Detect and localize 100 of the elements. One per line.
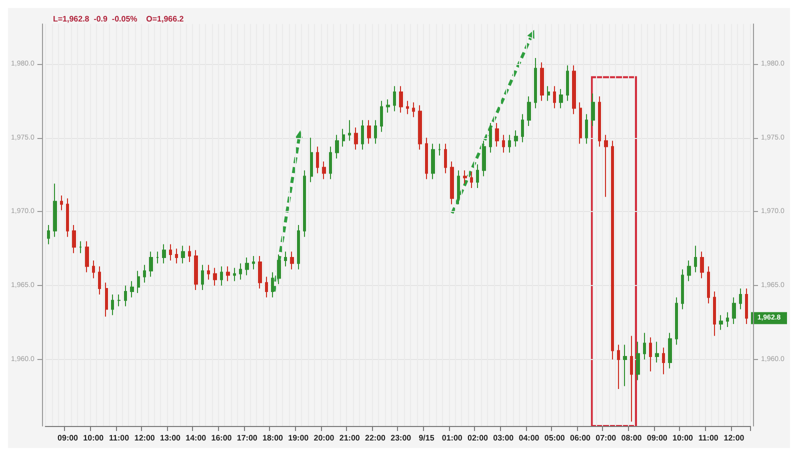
candlestick: [149, 251, 153, 278]
candlestick: [316, 146, 319, 174]
candlestick: [521, 114, 524, 143]
candlestick: [367, 120, 371, 144]
candlestick: [329, 146, 332, 180]
candlestick: [463, 170, 467, 184]
candlestick: [53, 183, 57, 238]
candlestick: [226, 266, 230, 282]
candlestick: [617, 344, 620, 390]
x-tick-label: 12:00: [134, 434, 156, 442]
candlestick: [47, 224, 50, 245]
x-tick-label: 04:00: [518, 434, 540, 442]
candlestick: [194, 250, 198, 291]
candlestick: [361, 120, 364, 150]
candlestick: [117, 294, 121, 307]
candlestick: [630, 335, 633, 422]
candlestick: [245, 257, 249, 276]
candlestick: [534, 57, 537, 109]
x-tick-label: 09:00: [58, 434, 79, 442]
candlestick: [527, 96, 531, 126]
candlestick: [162, 244, 166, 264]
candlestick: [623, 344, 627, 387]
candlestick: [335, 134, 339, 159]
candlestick: [681, 268, 684, 310]
x-tick-label: 03:00: [493, 434, 514, 442]
candlestick: [271, 272, 274, 298]
candlestick: [431, 143, 435, 180]
candlestick: [277, 254, 281, 285]
x-tick-label: 9/15: [418, 434, 435, 442]
candlestick: [239, 262, 242, 280]
candlestick: [489, 122, 492, 154]
candlestick: [438, 143, 441, 156]
candlestick: [406, 100, 409, 115]
candlestick: [399, 86, 403, 114]
x-tick-label: 10:00: [83, 434, 104, 442]
x-tick-label: 12:00: [724, 434, 745, 442]
x-tick-label: 07:00: [596, 434, 617, 442]
x-tick-label: 09:00: [646, 434, 668, 442]
candlestick: [265, 276, 268, 298]
x-tick-label: 18:00: [262, 434, 284, 442]
x-tick-label: 08:00: [621, 434, 642, 442]
candlestick: [643, 332, 646, 360]
candlestick: [655, 341, 659, 363]
candlestick: [175, 248, 178, 264]
x-tick-label: 20:00: [314, 434, 335, 442]
candlestick: [105, 282, 108, 318]
candlestick: [566, 64, 569, 102]
x-tick-label: 19:00: [288, 434, 310, 442]
x-tick-label: 06:00: [570, 434, 592, 442]
candlestick: [611, 140, 614, 360]
x-tick-label: 21:00: [339, 434, 360, 442]
x-tick-label: 13:00: [160, 434, 182, 442]
x-tick-label: 01:00: [442, 434, 463, 442]
candlestick: [284, 251, 287, 267]
candlestick: [675, 296, 678, 346]
candlestick: [707, 266, 710, 304]
candlestick: [572, 64, 576, 115]
candlestick: [547, 86, 550, 102]
candlestick: [169, 244, 172, 261]
candlestick: [354, 126, 358, 150]
candlestick: [220, 266, 223, 286]
candlestick: [143, 264, 146, 284]
candlestick: [745, 288, 748, 325]
candlestick: [502, 134, 505, 154]
x-tick-label: 17:00: [236, 434, 258, 442]
candlestick: [252, 256, 255, 270]
candlestick: [739, 288, 742, 310]
candlestick: [668, 332, 672, 369]
candlestick: [495, 122, 499, 148]
candlestick: [732, 296, 736, 325]
candlestick: [322, 160, 326, 180]
candlestick: [92, 260, 95, 279]
candlestick: [713, 291, 716, 336]
candlestick: [130, 280, 134, 298]
x-tick-label: 22:00: [365, 434, 386, 442]
candlestick: [342, 128, 345, 148]
candlestick: [700, 251, 704, 279]
candlestick: [297, 224, 300, 270]
candlestick: [98, 266, 101, 295]
candlestick: [687, 260, 691, 282]
candlestick: [726, 312, 729, 328]
candlestick: [386, 98, 390, 114]
candlestick: [393, 86, 396, 112]
candlestick: [450, 160, 454, 205]
candlestick: [188, 245, 191, 262]
candlestick: [444, 143, 447, 174]
candlestick: [207, 264, 210, 280]
x-tick-label: 23:00: [390, 434, 412, 442]
candlestick: [514, 130, 518, 148]
candlestick: [124, 285, 127, 307]
candlestick: [598, 96, 601, 148]
candlestick: [111, 294, 114, 316]
candlestick: [60, 194, 63, 211]
candlestick: [694, 245, 697, 273]
candlestick: [418, 104, 422, 150]
candlestick: [553, 86, 556, 109]
candlestick: [72, 224, 76, 254]
x-tick-label: 11:00: [109, 434, 130, 442]
candlestick: [412, 102, 415, 118]
candlestick: [348, 120, 351, 142]
